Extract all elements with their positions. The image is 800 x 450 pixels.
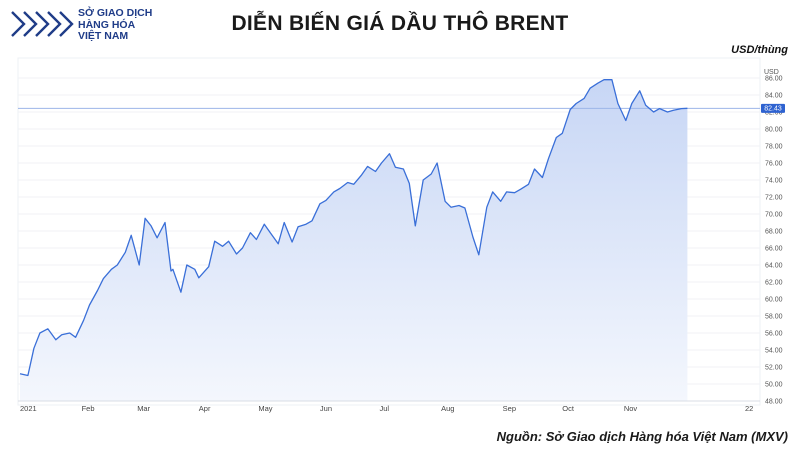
y-tick-label: 70.00: [765, 212, 783, 219]
last-price-tag-box: [761, 103, 785, 113]
x-tick-label: Jul: [380, 404, 390, 413]
x-tick-label: Jun: [320, 404, 332, 413]
y-tick-label: 74.00: [765, 178, 783, 185]
price-area: [20, 79, 688, 401]
last-price-label: 82.43: [764, 106, 782, 113]
y-tick-label: 66.00: [765, 246, 783, 253]
x-tick-label: 22: [745, 404, 753, 413]
x-tick-label: Aug: [441, 404, 454, 413]
price-chart: 48.00 50.00 52.00 54.00 56.00 58.00 60.00 62.00…: [17, 57, 785, 413]
logo-line-1: SỞ GIAO DỊCH: [78, 7, 153, 19]
logo-chevron: [47, 11, 62, 37]
y-tick-label: 62.00: [765, 280, 783, 287]
x-tick-label: Apr: [199, 404, 211, 413]
y-tick-label: 72.00: [765, 195, 783, 202]
unit-label: USD/thùng: [731, 44, 788, 56]
y-tick-label: 48.00: [765, 399, 783, 406]
logo-chevron: [23, 11, 38, 37]
x-tick-label: Feb: [82, 404, 95, 413]
y-tick-label: 58.00: [765, 314, 783, 321]
logo-chevron: [59, 11, 74, 37]
x-tick-label: Mar: [137, 404, 150, 413]
logo-line-2: HÀNG HÓA: [78, 18, 136, 31]
y-tick-label: 54.00: [765, 348, 783, 355]
y-tick-label: 64.00: [765, 263, 783, 270]
y-tick-label: 82.00: [765, 110, 783, 117]
y-tick-label: 68.00: [765, 229, 783, 236]
logo-line-3: VIỆT NAM: [78, 30, 129, 42]
logo-chevron: [35, 11, 50, 37]
y-tick-label: 84.00: [765, 93, 783, 100]
x-tick-label: Oct: [562, 404, 575, 413]
y-tick-label: 78.00: [765, 144, 783, 151]
y-tick-label: 76.00: [765, 161, 783, 168]
chart-title: DIỄN BIẾN GIÁ DẦU THÔ BRENT: [231, 12, 569, 35]
y-tick-label: 86.00: [765, 76, 783, 83]
logo-chevron: [11, 11, 26, 37]
x-tick-label: 2021: [20, 404, 37, 413]
y-tick-label: 80.00: [765, 127, 783, 134]
y-tick-label: 50.00: [765, 382, 783, 389]
x-tick-label: Nov: [624, 404, 638, 413]
y-tick-label: 52.00: [765, 365, 783, 372]
company-logo: [11, 11, 74, 37]
y-tick-label: 60.00: [765, 297, 783, 304]
logo-text: SỞ GIAO DỊCH HÀNG HÓA VIỆT NAM: [78, 7, 153, 43]
x-tick-label: Sep: [503, 404, 516, 413]
x-tick-label: May: [258, 404, 272, 413]
y-axis-unit: USD: [764, 69, 779, 76]
price-line: [19, 79, 688, 377]
last-price-tag: 82.43: [761, 103, 785, 113]
source-note: Nguồn: Sở Giao dịch Hàng hóa Việt Nam (M…: [496, 429, 788, 444]
y-tick-label: 56.00: [765, 331, 783, 338]
